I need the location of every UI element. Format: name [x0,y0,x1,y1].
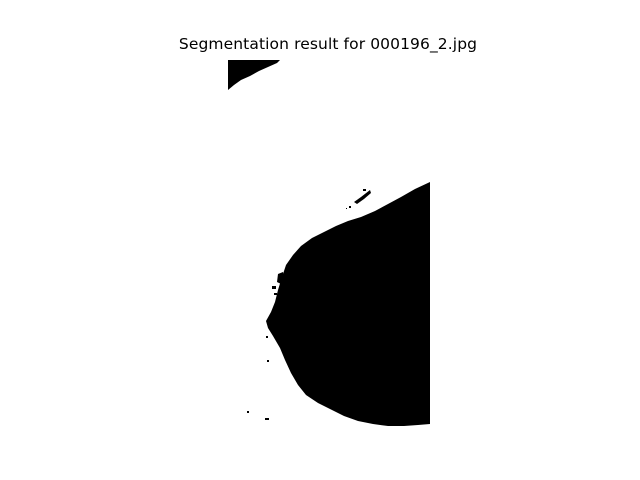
mask-speckle [267,360,269,362]
mask-speckle [274,293,277,295]
mask-speckle [266,336,268,338]
mask-speckle [277,272,284,284]
mask-speckle [247,411,249,413]
mask-speckle [265,418,269,420]
mask-speckle [354,190,371,204]
mask-breast-region [266,182,430,426]
mask-corner-fragment [228,60,280,90]
figure-title: Segmentation result for 000196_2.jpg [178,35,478,53]
mask-speckle [346,208,347,209]
mask-speckle [363,189,366,191]
segmentation-mask-image [228,58,430,428]
mask-speckle [272,286,276,289]
mask-speckle [349,206,351,208]
